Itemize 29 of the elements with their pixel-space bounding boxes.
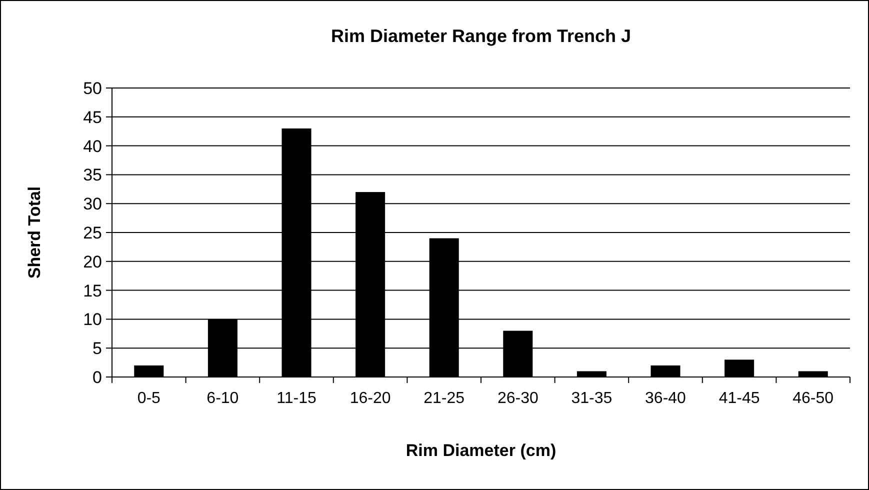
y-tick-label: 50 [83,78,102,98]
y-tick-label: 5 [92,339,102,358]
y-tick-label: 15 [83,281,102,300]
y-tick-label: 0 [92,368,102,387]
bar [724,360,754,377]
y-tick-label: 20 [83,252,102,272]
x-tick-label: 36-40 [645,390,686,407]
x-tick-label: 0-5 [137,390,161,407]
bar [798,371,828,377]
bar [134,365,164,377]
x-axis-title: Rim Diameter (cm) [406,441,556,460]
y-tick-label: 30 [83,194,102,214]
x-tick-label: 11-15 [276,390,316,407]
y-tick-label: 45 [83,108,102,127]
chart-title: Rim Diameter Range from Trench J [330,26,632,46]
bar [576,371,606,377]
y-tick-label: 25 [83,223,102,242]
x-tick-label: 46-50 [792,390,834,407]
y-tick-label: 10 [83,310,102,330]
bar [650,365,680,377]
x-tick-label: 31-35 [571,390,612,407]
y-axis-title: Sherd Total [25,186,44,279]
y-tick-label: 35 [83,166,102,185]
y-tick-label: 40 [83,136,102,156]
x-tick-label: 26-30 [497,390,538,407]
x-tick-label: 41-45 [718,390,760,407]
x-tick-label: 16-20 [350,390,391,407]
x-tick-label: 6-10 [206,390,239,407]
x-tick-label: 21-25 [424,390,465,407]
